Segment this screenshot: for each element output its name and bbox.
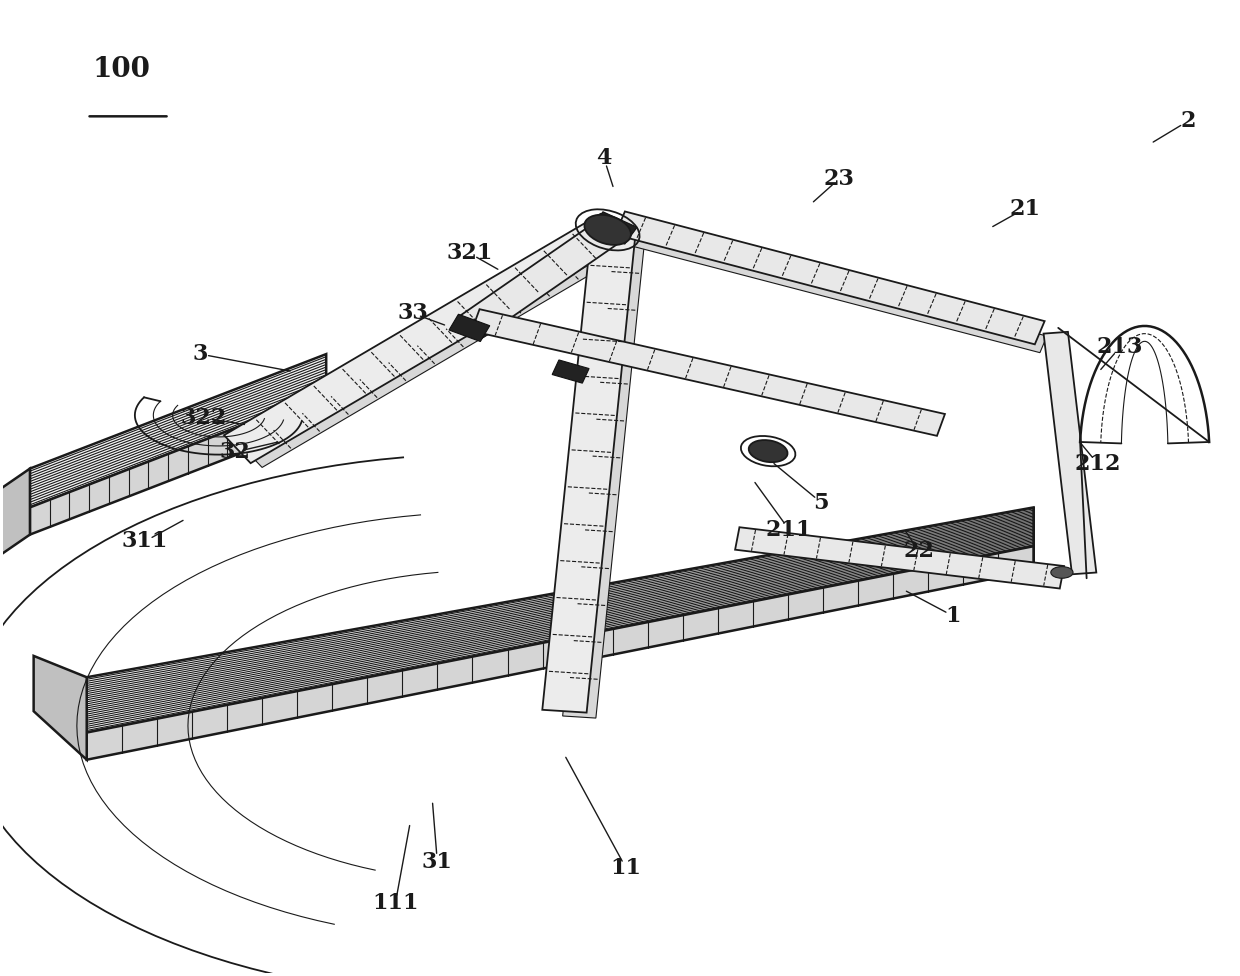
- Text: 31: 31: [422, 851, 453, 873]
- Text: 21: 21: [1009, 197, 1040, 220]
- Polygon shape: [615, 212, 1044, 345]
- Polygon shape: [0, 468, 30, 562]
- Text: 4: 4: [596, 147, 611, 169]
- Polygon shape: [449, 314, 490, 342]
- Polygon shape: [87, 547, 1033, 759]
- Ellipse shape: [749, 440, 787, 463]
- Polygon shape: [620, 226, 1047, 352]
- Polygon shape: [1044, 332, 1096, 574]
- Polygon shape: [542, 226, 636, 712]
- Text: 23: 23: [823, 169, 854, 190]
- Text: 2: 2: [1180, 110, 1195, 132]
- Ellipse shape: [1050, 567, 1073, 578]
- Polygon shape: [242, 225, 639, 468]
- Text: 32: 32: [219, 441, 250, 463]
- Polygon shape: [33, 656, 87, 759]
- Text: 311: 311: [122, 530, 167, 552]
- Polygon shape: [30, 393, 326, 535]
- Text: 22: 22: [903, 540, 934, 562]
- Polygon shape: [471, 309, 945, 436]
- Polygon shape: [563, 232, 645, 718]
- Text: 321: 321: [446, 242, 492, 264]
- Text: 33: 33: [397, 303, 428, 324]
- Text: 1: 1: [946, 605, 961, 628]
- Text: 11: 11: [610, 857, 641, 879]
- Polygon shape: [87, 508, 1033, 733]
- Text: 322: 322: [181, 407, 227, 429]
- Polygon shape: [458, 218, 625, 339]
- Polygon shape: [735, 527, 1064, 589]
- Text: 111: 111: [372, 892, 419, 915]
- Text: 211: 211: [766, 518, 812, 541]
- Ellipse shape: [584, 215, 631, 245]
- Text: 213: 213: [1096, 337, 1143, 358]
- Polygon shape: [590, 212, 637, 244]
- Polygon shape: [552, 360, 589, 384]
- Polygon shape: [30, 354, 326, 508]
- Polygon shape: [224, 214, 627, 464]
- Text: 5: 5: [813, 492, 830, 513]
- Text: 3: 3: [192, 344, 208, 365]
- Text: 212: 212: [1075, 453, 1121, 474]
- Text: 100: 100: [93, 57, 151, 83]
